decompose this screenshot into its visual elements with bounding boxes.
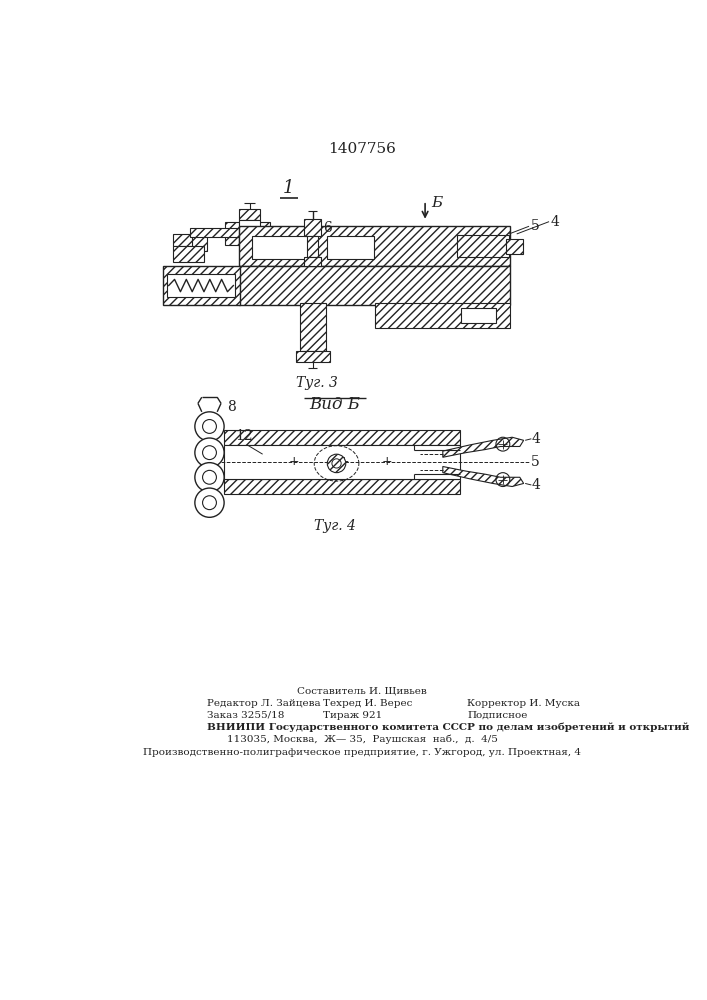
- Bar: [239, 209, 260, 220]
- Bar: [224, 430, 460, 445]
- Text: 4: 4: [551, 215, 559, 229]
- Bar: [252, 235, 310, 259]
- Text: 4: 4: [532, 432, 540, 446]
- Bar: [239, 220, 260, 246]
- Bar: [224, 479, 460, 494]
- Circle shape: [195, 488, 224, 517]
- Text: +: +: [381, 455, 392, 468]
- Text: 1: 1: [283, 179, 295, 197]
- Text: Τуг. 3: Τуг. 3: [296, 376, 338, 390]
- Text: 5: 5: [532, 455, 540, 469]
- Text: ВНИИПИ Государственного комитета СССР по делам изобретений и открытий: ВНИИПИ Государственного комитета СССР по…: [207, 723, 689, 732]
- Text: Редактор Л. Зайцева: Редактор Л. Зайцева: [207, 699, 321, 708]
- Text: 8: 8: [227, 400, 236, 414]
- Polygon shape: [244, 246, 255, 254]
- Bar: [239, 266, 510, 305]
- Circle shape: [195, 463, 224, 492]
- Bar: [190, 228, 239, 237]
- Bar: [308, 235, 318, 259]
- Bar: [239, 226, 510, 266]
- Bar: [173, 246, 204, 262]
- Circle shape: [327, 454, 346, 473]
- Bar: [190, 234, 207, 251]
- Bar: [225, 222, 239, 245]
- Bar: [305, 257, 320, 263]
- Text: 12: 12: [235, 429, 253, 443]
- Text: Техред И. Верес: Техред И. Верес: [324, 699, 413, 708]
- Bar: [173, 234, 192, 246]
- Text: Заказ 3255/18: Заказ 3255/18: [207, 711, 284, 720]
- Text: Тираж 921: Тираж 921: [324, 711, 382, 720]
- Bar: [167, 274, 235, 297]
- Text: +: +: [289, 455, 300, 468]
- Bar: [457, 235, 509, 257]
- Text: Вид Б: Вид Б: [310, 396, 361, 413]
- Text: +: +: [339, 455, 349, 468]
- Bar: [461, 308, 496, 323]
- Bar: [506, 239, 523, 254]
- Text: Подписное: Подписное: [467, 711, 528, 720]
- Text: Корректор И. Муска: Корректор И. Муска: [467, 699, 580, 708]
- Bar: [327, 235, 373, 259]
- Bar: [163, 266, 240, 305]
- Text: Производственно-полиграфическое предприятие, г. Ужгород, ул. Проектная, 4: Производственно-полиграфическое предприя…: [143, 748, 581, 757]
- Bar: [296, 351, 329, 362]
- Text: 4: 4: [532, 478, 540, 492]
- Circle shape: [195, 438, 224, 467]
- Bar: [300, 303, 326, 351]
- Polygon shape: [443, 466, 524, 487]
- Bar: [304, 219, 321, 235]
- Text: 5: 5: [530, 219, 539, 233]
- Text: 113035, Москва,  Ж— 35,  Раушская  наб.,  д.  4/5: 113035, Москва, Ж— 35, Раушская наб., д.…: [226, 735, 498, 744]
- Circle shape: [195, 412, 224, 441]
- Text: Составитель И. Щивьев: Составитель И. Щивьев: [297, 686, 427, 695]
- Text: 6: 6: [324, 221, 332, 235]
- Bar: [256, 222, 269, 245]
- Bar: [304, 257, 321, 266]
- Bar: [375, 303, 510, 328]
- Bar: [224, 445, 460, 479]
- Text: Τуг. 4: Τуг. 4: [314, 519, 356, 533]
- Text: Б: Б: [431, 196, 443, 210]
- Text: 1407756: 1407756: [328, 142, 396, 156]
- Polygon shape: [443, 437, 524, 457]
